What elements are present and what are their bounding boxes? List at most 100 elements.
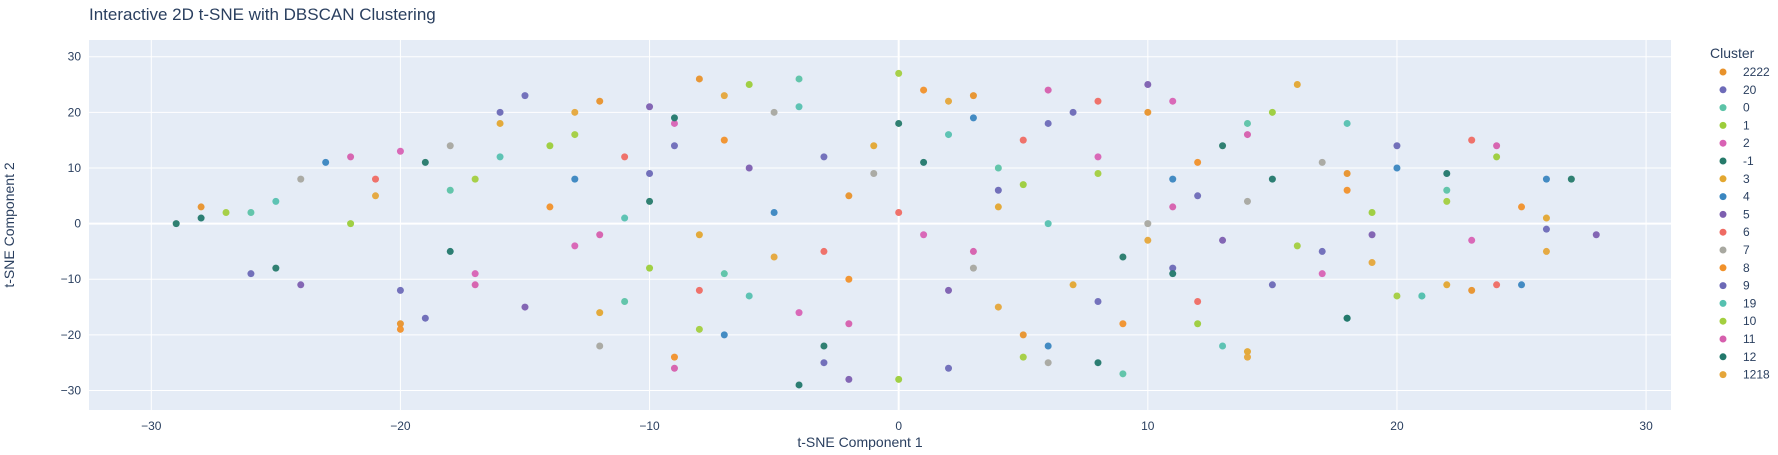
scatter-point[interactable] (1194, 298, 1202, 306)
legend-item-19[interactable]: 19 (1719, 296, 1757, 310)
scatter-point[interactable] (1518, 281, 1526, 289)
scatter-point[interactable] (1194, 192, 1202, 200)
scatter-point[interactable] (1318, 158, 1326, 166)
scatter-point[interactable] (820, 153, 828, 161)
scatter-point[interactable] (247, 208, 255, 216)
scatter-point[interactable] (1268, 175, 1276, 183)
scatter-point[interactable] (596, 231, 604, 239)
scatter-point[interactable] (1019, 353, 1027, 361)
legend-item-11[interactable]: 11 (1719, 332, 1756, 346)
scatter-point[interactable] (1169, 270, 1177, 278)
scatter-point[interactable] (272, 197, 280, 205)
scatter-point[interactable] (969, 247, 977, 255)
scatter-point[interactable] (1169, 175, 1177, 183)
scatter-point[interactable] (870, 142, 878, 150)
scatter-point[interactable] (1119, 370, 1127, 378)
scatter-point[interactable] (596, 97, 604, 105)
scatter-point[interactable] (1542, 225, 1550, 233)
scatter-point[interactable] (571, 131, 579, 139)
scatter-point[interactable] (1443, 186, 1451, 194)
scatter-point[interactable] (496, 108, 504, 116)
scatter-point[interactable] (770, 108, 778, 116)
scatter-point[interactable] (396, 320, 404, 328)
scatter-point[interactable] (920, 158, 928, 166)
scatter-point[interactable] (1293, 81, 1301, 89)
scatter-point[interactable] (1343, 170, 1351, 178)
scatter-point[interactable] (621, 214, 629, 222)
scatter-point[interactable] (1094, 153, 1102, 161)
scatter-point[interactable] (945, 131, 953, 139)
scatter-point[interactable] (1318, 270, 1326, 278)
scatter-point[interactable] (646, 170, 654, 178)
scatter-point[interactable] (845, 320, 853, 328)
scatter-point[interactable] (1268, 108, 1276, 116)
scatter-point[interactable] (1343, 186, 1351, 194)
scatter-point[interactable] (1219, 142, 1227, 150)
scatter-point[interactable] (969, 264, 977, 272)
scatter-point[interactable] (1468, 236, 1476, 244)
scatter-point[interactable] (945, 286, 953, 294)
scatter-point[interactable] (1144, 81, 1152, 89)
scatter-point[interactable] (1119, 253, 1127, 261)
scatter-point[interactable] (446, 142, 454, 150)
scatter-point[interactable] (945, 97, 953, 105)
scatter-point[interactable] (596, 342, 604, 350)
scatter-point[interactable] (646, 103, 654, 111)
scatter-point[interactable] (1243, 131, 1251, 139)
plot-area[interactable] (89, 40, 1671, 410)
scatter-point[interactable] (596, 309, 604, 317)
scatter-point[interactable] (795, 103, 803, 111)
scatter-point[interactable] (1144, 236, 1152, 244)
scatter-point[interactable] (770, 208, 778, 216)
legend-item-5[interactable]: 5 (1719, 207, 1751, 221)
scatter-point[interactable] (1542, 214, 1550, 222)
scatter-point[interactable] (646, 264, 654, 272)
scatter-point[interactable] (695, 325, 703, 333)
scatter-point[interactable] (1019, 331, 1027, 339)
scatter-point[interactable] (421, 158, 429, 166)
scatter-point[interactable] (994, 303, 1002, 311)
scatter-point[interactable] (720, 136, 728, 144)
scatter-point[interactable] (372, 192, 380, 200)
scatter-point[interactable] (372, 175, 380, 183)
scatter-point[interactable] (945, 364, 953, 372)
scatter-point[interactable] (1094, 170, 1102, 178)
scatter-point[interactable] (720, 331, 728, 339)
legend-item-2[interactable]: 2 (1719, 136, 1751, 150)
scatter-point[interactable] (446, 247, 454, 255)
scatter-point[interactable] (197, 203, 205, 211)
scatter-point[interactable] (670, 353, 678, 361)
scatter-point[interactable] (1119, 320, 1127, 328)
legend-item--1[interactable]: -1 (1719, 154, 1754, 168)
scatter-point[interactable] (1144, 220, 1152, 228)
scatter-point[interactable] (1069, 281, 1077, 289)
scatter-point[interactable] (1393, 142, 1401, 150)
legend-item-8[interactable]: 8 (1719, 261, 1751, 275)
scatter-point[interactable] (297, 281, 305, 289)
legend-item-10[interactable]: 10 (1719, 314, 1757, 328)
scatter-point[interactable] (471, 175, 479, 183)
scatter-point[interactable] (845, 192, 853, 200)
scatter-point[interactable] (820, 342, 828, 350)
scatter-point[interactable] (770, 253, 778, 261)
scatter-point[interactable] (646, 197, 654, 205)
scatter-point[interactable] (1194, 158, 1202, 166)
scatter-point[interactable] (322, 158, 330, 166)
scatter-point[interactable] (1318, 247, 1326, 255)
scatter-point[interactable] (1343, 119, 1351, 127)
scatter-point[interactable] (446, 186, 454, 194)
scatter-point[interactable] (1268, 281, 1276, 289)
scatter-point[interactable] (172, 220, 180, 228)
scatter-point[interactable] (1044, 359, 1052, 367)
scatter-point[interactable] (720, 270, 728, 278)
scatter-point[interactable] (695, 231, 703, 239)
scatter-point[interactable] (1094, 359, 1102, 367)
scatter-point[interactable] (994, 203, 1002, 211)
scatter-point[interactable] (496, 153, 504, 161)
scatter-point[interactable] (920, 86, 928, 94)
legend-item-3[interactable]: 3 (1719, 172, 1751, 186)
scatter-point[interactable] (1418, 292, 1426, 300)
scatter-point[interactable] (670, 142, 678, 150)
scatter-point[interactable] (820, 247, 828, 255)
scatter-point[interactable] (1518, 203, 1526, 211)
